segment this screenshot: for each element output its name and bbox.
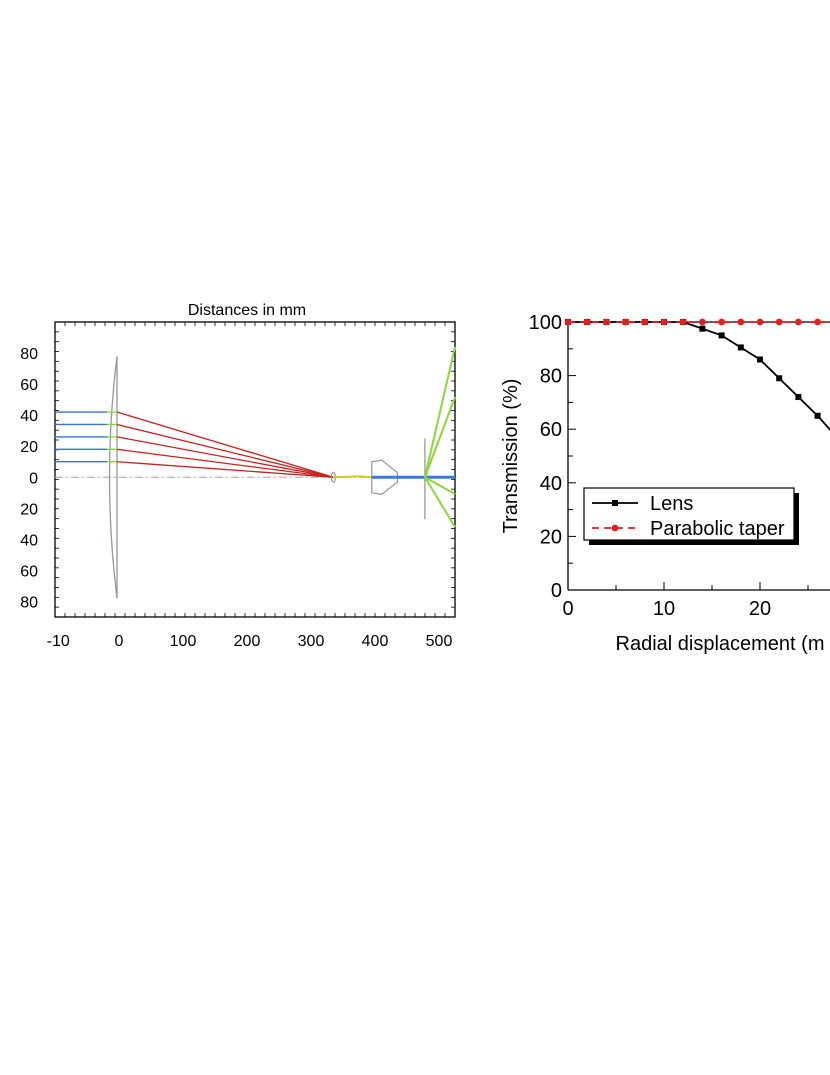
diagram-y-tick-label: 40 [20, 408, 38, 425]
taper-data-point [699, 318, 706, 326]
legend-marker [612, 500, 618, 506]
lens-data-point [718, 332, 725, 339]
main-lens [108, 356, 118, 599]
legend-box [583, 487, 795, 541]
chart-y-tick-label: 20 [540, 526, 562, 548]
legend-items: Lens Parabolic taper [592, 493, 785, 540]
chart-y-tick-label: 80 [540, 366, 562, 388]
chart-legend: Lens Parabolic taper [583, 487, 799, 545]
converging-ray [116, 423, 334, 478]
diagram-optics [55, 346, 456, 599]
diagram-y-tick-label: 60 [20, 563, 38, 580]
taper-data-point [564, 318, 572, 326]
green-ray [424, 476, 456, 528]
lens-data-point [776, 375, 783, 382]
taper-data-point [814, 318, 821, 326]
taper-data-point [756, 318, 764, 326]
chart-x-tick-label: 0 [562, 598, 573, 620]
taper-data-point [795, 318, 802, 326]
chart-y-tick-label: 100 [529, 312, 562, 334]
chart-x-axis-label: Radial displacement (m [616, 633, 825, 655]
taper-data-point [718, 318, 725, 326]
diagram-y-tick-label: 20 [20, 501, 38, 518]
diagram-minor-ticks [55, 322, 455, 617]
chart-y-tick-label: 40 [540, 473, 562, 495]
green-ray [423, 346, 456, 478]
legend-marker [611, 524, 619, 532]
taper-data-point [679, 318, 687, 326]
diagram-title: Distances in mm [188, 302, 306, 319]
chart-series [564, 318, 830, 431]
chart-y-tick-labels: 0 20 40 60 80 100 [529, 312, 562, 602]
diagram-x-tick-label: 0 [115, 633, 124, 650]
green-ray [424, 476, 456, 495]
chart-y-tick-label: 0 [551, 580, 562, 602]
taper-data-point [603, 318, 610, 326]
chart-x-tick-label: 10 [653, 598, 675, 620]
diagram-y-tick-label: 40 [20, 532, 38, 549]
green-ray [423, 396, 456, 478]
chart-y-axis-label: Transmission (%) [500, 379, 522, 534]
taper-data-point [775, 318, 783, 326]
diagram-x-tick-label: -10 [47, 633, 70, 650]
converging-ray [116, 448, 334, 478]
diagram-x-tick-label: 400 [362, 633, 389, 650]
converging-ray [116, 436, 334, 478]
converging-ray [116, 461, 334, 478]
diagram-y-tick-label: 20 [20, 439, 38, 456]
taper-data-point [660, 318, 668, 326]
converging-ray [116, 411, 334, 478]
diagram-y-tick-label: 80 [20, 346, 38, 363]
taper-series-line [568, 321, 830, 323]
taper-data-point [641, 318, 649, 326]
lens-data-point [814, 412, 821, 419]
chart-y-tick-label: 60 [540, 419, 562, 441]
lens-data-point [737, 344, 744, 351]
chart-x-tick-labels: 01020304050 [562, 598, 771, 620]
diagram-y-tick-label: 0 [29, 470, 38, 487]
lens-data-point [795, 394, 802, 401]
ray-trace-diagram: Distances in mm -10 0 100 200 300 400 500 8060… [20, 302, 456, 650]
chart-x-tick-label: 20 [749, 598, 771, 620]
diagram-x-tick-label: 300 [298, 633, 325, 650]
diagram-x-tick-label: 100 [170, 633, 197, 650]
lens-data-point [757, 356, 763, 363]
diagram-y-tick-labels: 80 60 40 20 0 20 40 60 80 [20, 346, 38, 611]
diagram-y-tick-label: 80 [20, 594, 38, 611]
taper-data-point [737, 318, 745, 326]
taper-data-point [583, 318, 591, 326]
legend-label: Parabolic taper [650, 518, 785, 540]
diagram-plot-frame [54, 321, 456, 618]
lens-data-point [699, 325, 706, 332]
diagram-x-tick-label: 200 [234, 633, 261, 650]
chart-axis-ticks [567, 321, 809, 591]
taper-data-point [622, 318, 629, 326]
taper-element [371, 459, 398, 495]
secondary-rays [333, 475, 372, 479]
lens-series-line [568, 321, 830, 431]
diagram-x-tick-labels: -10 0 100 200 300 400 500 [47, 633, 453, 650]
diagram-y-tick-label: 60 [20, 377, 38, 394]
legend-label: Lens [650, 493, 693, 515]
diagram-x-tick-label: 500 [426, 633, 453, 650]
